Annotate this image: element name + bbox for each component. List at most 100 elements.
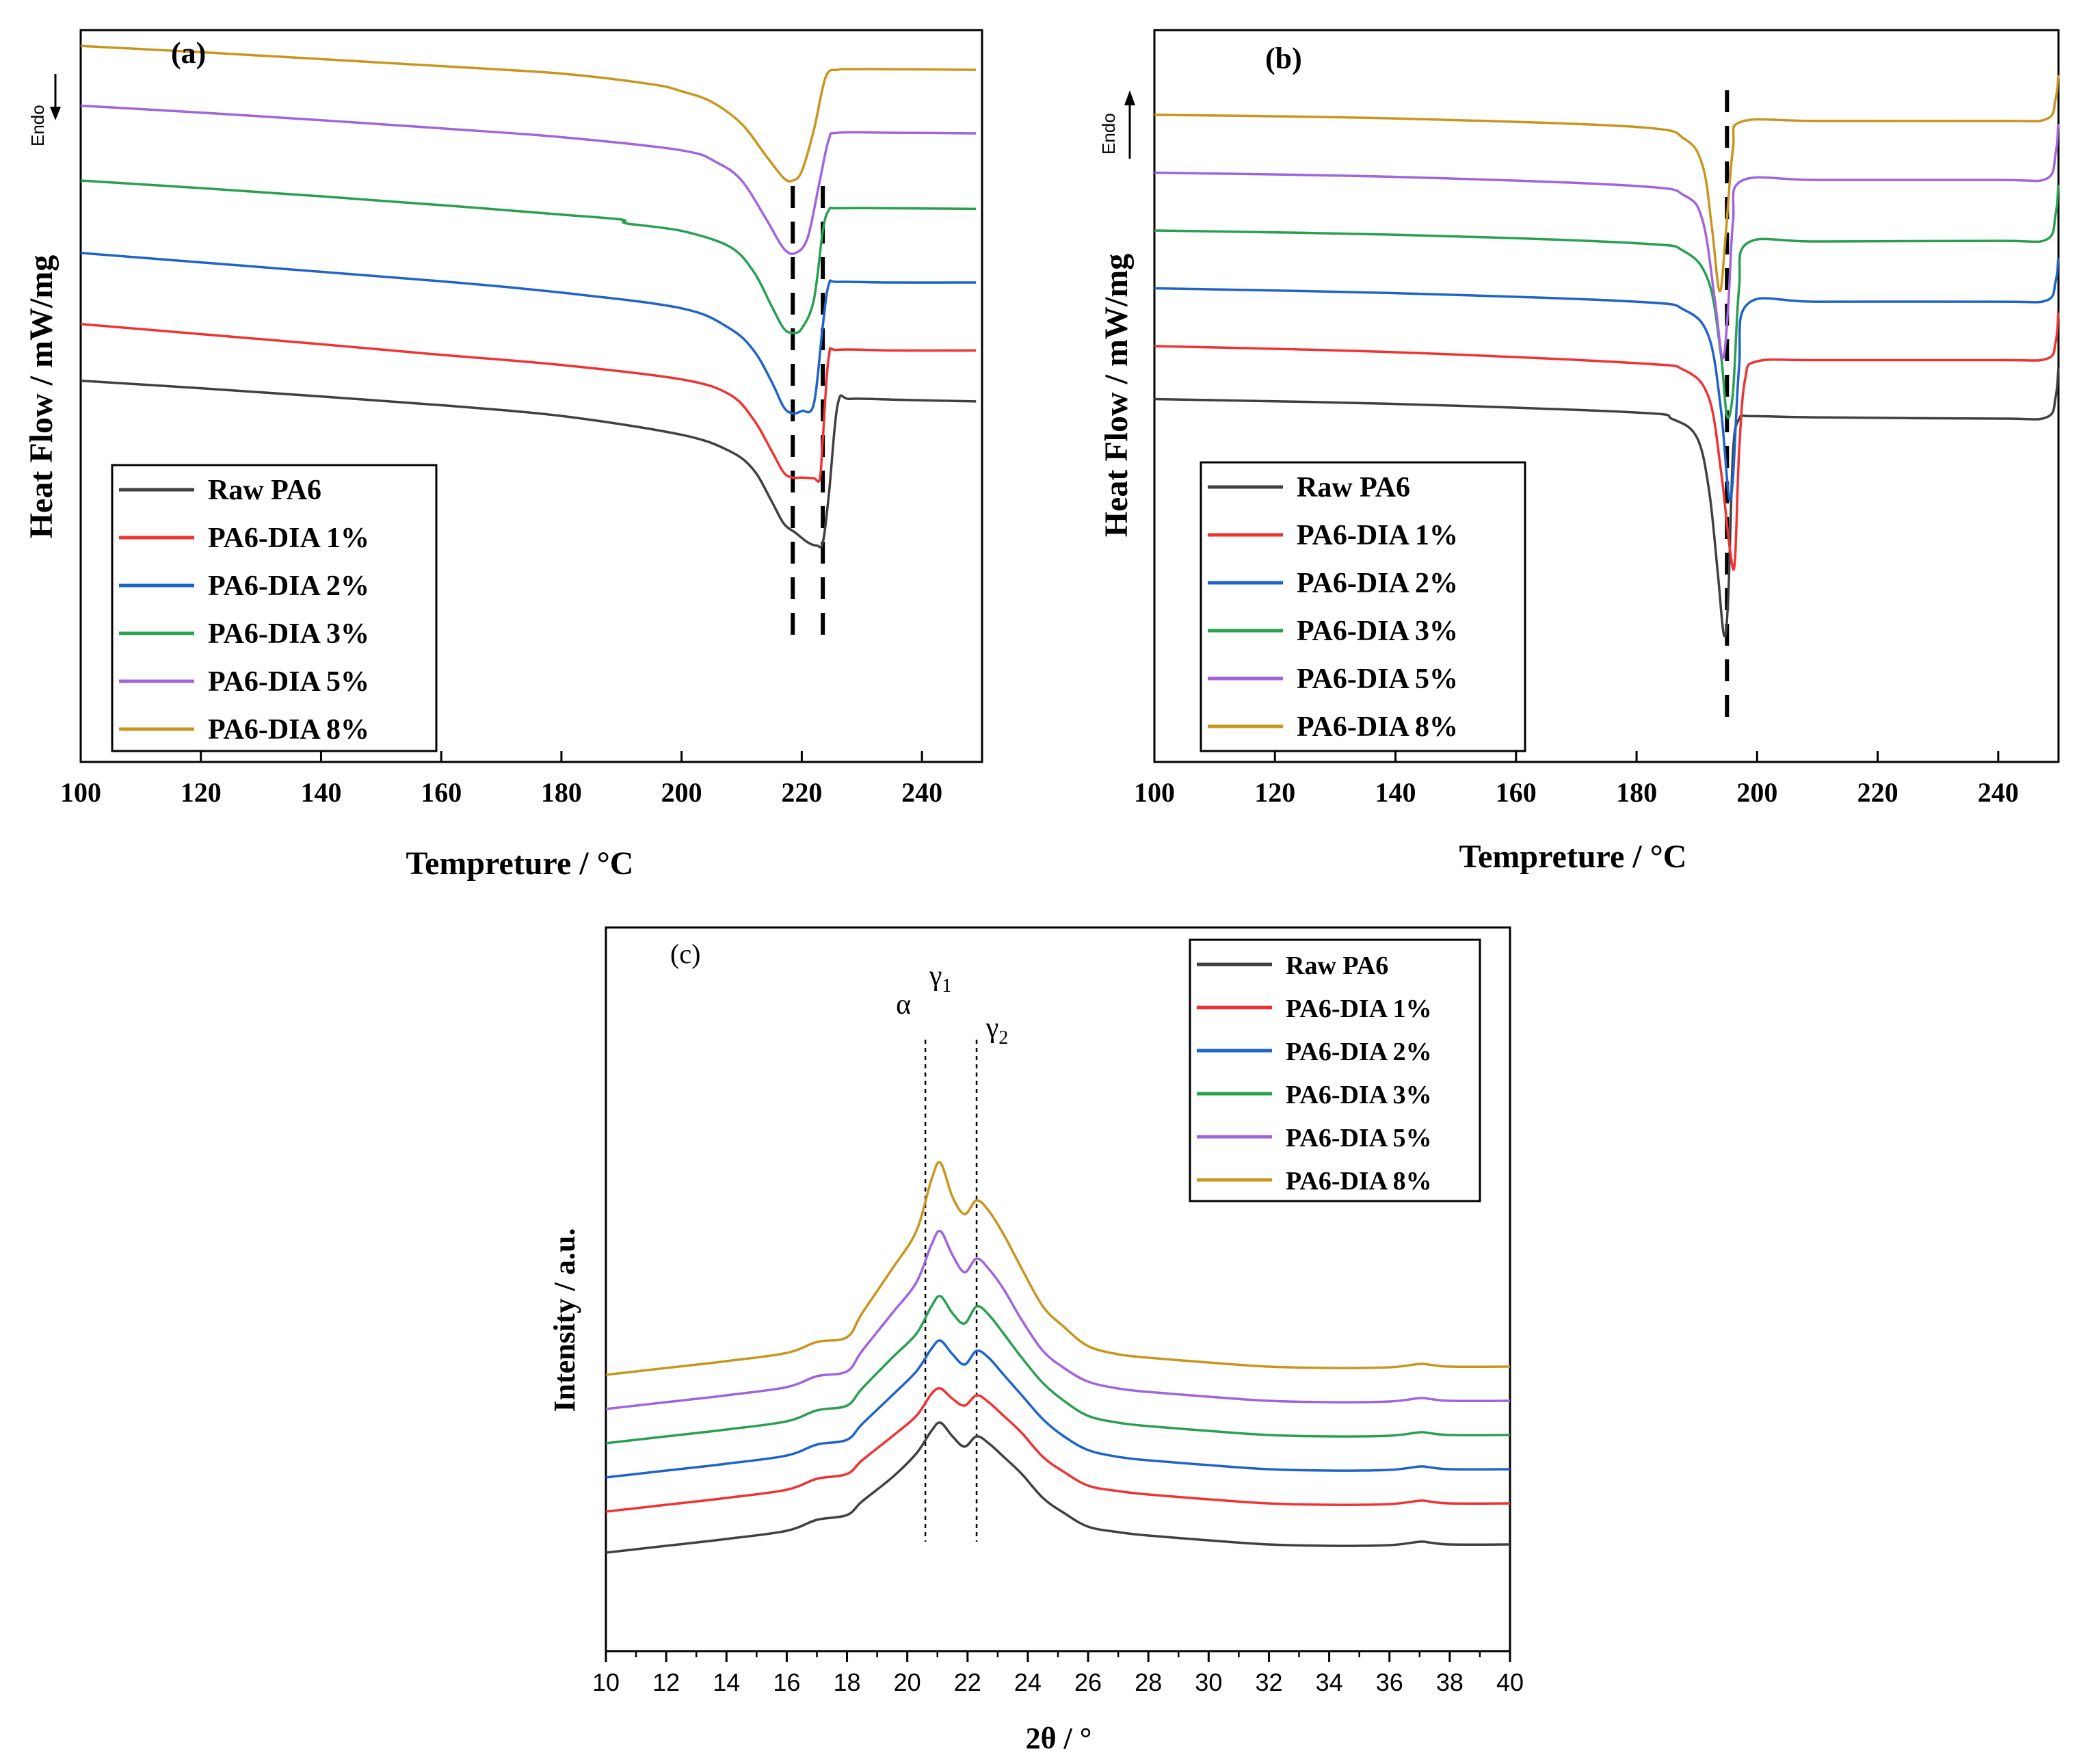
series-line-1 (605, 1421, 1511, 1554)
legend-label-3: PA6-DIA 2% (1286, 1038, 1432, 1066)
x-tick-label-8: 240 (1978, 777, 2019, 808)
peak-label-3: γ2 (985, 1012, 1009, 1049)
x-tick-label-8: 24 (1014, 1668, 1042, 1696)
legend-label-3: PA6-DIA 2% (1297, 568, 1458, 599)
x-tick-label-7: 220 (1857, 777, 1898, 808)
panel-b-y-axis-label: Heat Flow / mW/mg (1098, 254, 1135, 538)
panel-a-series (80, 44, 977, 549)
panel-b-x-ticks: 100 120 140 160 180 200 220 240 (1134, 751, 2019, 808)
x-tick-label-12: 32 (1255, 1668, 1282, 1696)
x-tick-label-4: 160 (1496, 777, 1537, 808)
panel-c-x-ticks: 10 12 14 16 18 20 22 24 26 28 30 32 34 36 38 40 (592, 1651, 1524, 1696)
panel-a-legend-box (111, 464, 438, 752)
x-tick-label-10: 28 (1135, 1668, 1162, 1696)
x-tick-label-11: 30 (1195, 1668, 1222, 1696)
x-tick-label-13: 34 (1316, 1668, 1343, 1696)
panel-a-endo-indicator: Endo (27, 74, 61, 146)
legend-label-6: PA6-DIA 8% (208, 714, 369, 746)
x-tick-label-6: 200 (1736, 777, 1777, 808)
series-line-5 (1154, 124, 2060, 360)
panel-b-dsc-cooling: 100 120 140 160 180 200 220 240 (b) Endo Heat F… (1098, 29, 2060, 875)
panel-c-legend-box (1189, 938, 1481, 1202)
legend-label-1: Raw PA6 (208, 475, 321, 506)
panel-b-x-axis-label: Tempreture / °C (1459, 839, 1687, 875)
legend-label-5: PA6-DIA 5% (1297, 663, 1458, 695)
panel-a-label: (a) (171, 36, 206, 70)
panel-c-xrd: 10 12 14 16 18 20 22 24 26 28 30 32 34 36 38 40 (c) α γ1… (548, 926, 1524, 1755)
x-tick-label-2: 12 (652, 1668, 680, 1696)
legend-label-4: PA6-DIA 3% (208, 618, 369, 650)
panel-c-label: (c) (670, 938, 700, 969)
arrow-down-icon (50, 74, 61, 120)
x-tick-label-1: 100 (60, 777, 101, 808)
panel-b-frame (1153, 29, 2060, 763)
series-line-4 (1154, 185, 2060, 419)
series-line-3 (1154, 257, 2060, 501)
legend-label-4: PA6-DIA 3% (1297, 616, 1458, 647)
panel-b-endo-label: Endo (1098, 113, 1119, 155)
series-line-4 (80, 179, 977, 334)
x-tick-label-9: 26 (1074, 1668, 1102, 1696)
legend-label-1: Raw PA6 (1297, 472, 1410, 503)
panel-c-peak-labels: α γ1 γ2 (896, 960, 1008, 1049)
series-line-6 (1154, 75, 2060, 293)
panel-a-dsc-heating: 100 120 140 160 180 200 220 240 (a) Endo Heat F… (23, 29, 983, 882)
legend-label-5: PA6-DIA 5% (208, 666, 369, 698)
panel-c-legend: Raw PA6 PA6-DIA 1% PA6-DIA 2% PA6-DIA 3% PA6… (1189, 938, 1481, 1202)
legend-label-1: Raw PA6 (1286, 951, 1388, 980)
x-tick-label-2: 120 (1254, 777, 1295, 808)
x-tick-label-2: 120 (181, 777, 222, 808)
series-line-6 (605, 1161, 1511, 1376)
series-line-2 (605, 1386, 1511, 1513)
x-tick-label-3: 140 (1375, 777, 1416, 808)
x-tick-label-16: 40 (1496, 1668, 1524, 1696)
panel-b-endo-indicator: Endo (1098, 90, 1135, 159)
legend-label-6: PA6-DIA 8% (1297, 711, 1458, 743)
panel-b-legend: Raw PA6 PA6-DIA 1% PA6-DIA 2% PA6-DIA 3% PA6… (1200, 461, 1526, 752)
x-tick-label-4: 16 (773, 1668, 800, 1696)
x-tick-label-8: 240 (901, 777, 942, 808)
x-tick-label-4: 160 (421, 777, 462, 808)
legend-label-2: PA6-DIA 1% (1297, 520, 1458, 551)
series-line-3 (605, 1339, 1511, 1479)
series-line-5 (80, 104, 977, 255)
x-tick-label-3: 14 (713, 1668, 740, 1696)
panel-a-endo-label: Endo (27, 105, 48, 146)
panel-c-series (605, 1161, 1511, 1554)
legend-label-4: PA6-DIA 3% (1286, 1081, 1432, 1109)
panel-a-legend: Raw PA6 PA6-DIA 1% PA6-DIA 2% PA6-DIA 3% PA6… (111, 464, 438, 752)
panel-b-label: (b) (1265, 42, 1302, 75)
x-tick-label-5: 180 (1616, 777, 1657, 808)
panel-a-reference-lines (791, 186, 825, 648)
panel-c-reference-lines (924, 1040, 978, 1542)
series-line-1 (80, 379, 977, 549)
legend-label-3: PA6-DIA 2% (208, 570, 369, 602)
x-tick-label-6: 200 (661, 777, 702, 808)
legend-label-2: PA6-DIA 1% (208, 523, 369, 554)
legend-label-6: PA6-DIA 8% (1286, 1167, 1432, 1196)
x-tick-label-5: 180 (541, 777, 582, 808)
panel-a-y-axis-label: Heat Flow / mW/mg (23, 255, 59, 539)
x-tick-label-15: 38 (1436, 1668, 1464, 1696)
x-tick-label-7: 22 (954, 1668, 981, 1696)
panel-c-y-axis-label: Intensity / a.u. (548, 1228, 581, 1412)
arrow-up-icon (1124, 90, 1135, 159)
series-line-1 (1154, 367, 2060, 637)
series-line-4 (605, 1295, 1511, 1445)
series-line-2 (1154, 312, 2060, 571)
series-line-5 (605, 1229, 1511, 1410)
series-line-2 (80, 323, 977, 483)
panel-a-x-axis-label: Tempreture / °C (406, 845, 634, 882)
peak-label-1: α (896, 989, 911, 1021)
series-line-6 (80, 44, 977, 183)
panel-b-series (1154, 75, 2060, 637)
panel-a-frame (79, 29, 983, 763)
x-tick-label-1: 100 (1134, 777, 1175, 808)
x-tick-label-1: 10 (592, 1668, 620, 1696)
legend-label-2: PA6-DIA 1% (1286, 995, 1432, 1023)
panel-b-legend-box (1200, 461, 1526, 752)
panel-a-x-ticks: 100 120 140 160 180 200 220 240 (60, 751, 942, 808)
legend-label-5: PA6-DIA 5% (1286, 1124, 1432, 1153)
series-line-3 (80, 252, 977, 415)
x-tick-label-14: 36 (1376, 1668, 1403, 1696)
